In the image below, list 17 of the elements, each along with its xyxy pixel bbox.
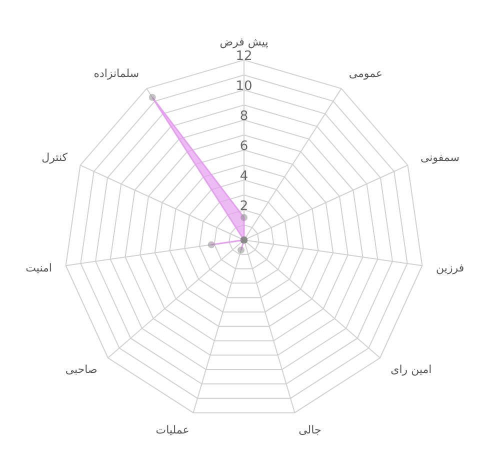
spoke-label: فرزین — [436, 262, 464, 275]
spoke-label: کنترل — [42, 151, 68, 164]
y-tick-label: 10 — [236, 79, 252, 94]
spoke-label: سلمانزاده — [94, 66, 140, 80]
spoke-label: سمفونی — [420, 151, 460, 164]
spoke-label: امنیت — [26, 262, 52, 275]
y-tick-label: 2 — [240, 199, 248, 214]
spoke-label: عملیات — [156, 423, 190, 436]
spoke-label: عمومی — [348, 66, 383, 80]
spoke-label: پیش فرض — [220, 36, 268, 48]
spoke-label: جالی — [298, 423, 322, 436]
spoke-label: امین رای — [390, 363, 432, 376]
y-tick-label: 6 — [240, 139, 248, 154]
y-tick-label: 12 — [236, 49, 252, 64]
spoke-label: صاحبی — [65, 363, 98, 376]
y-tick-label: 8 — [240, 109, 248, 124]
y-tick-label: 4 — [240, 169, 248, 184]
